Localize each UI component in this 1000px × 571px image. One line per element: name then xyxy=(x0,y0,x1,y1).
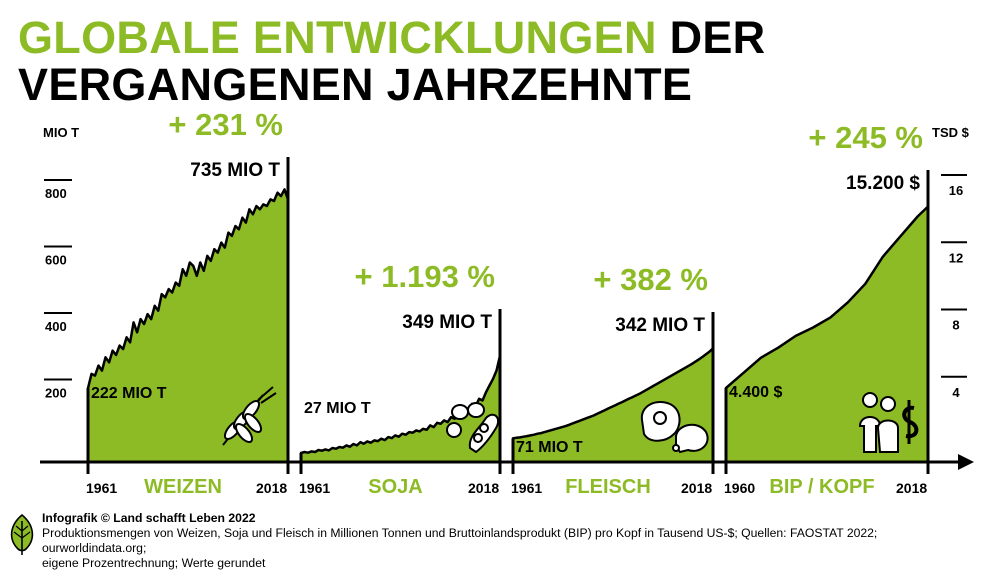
change-label: + 382 % xyxy=(593,262,708,297)
title-line1-rest: DER xyxy=(656,12,766,63)
y-axis-left-unit: MIO T xyxy=(43,125,79,140)
tick-label-start: 1961 xyxy=(511,480,542,496)
y-tick-label-right: 8 xyxy=(952,318,959,333)
change-label: + 231 % xyxy=(168,107,283,142)
start-value-label: 222 MIO T xyxy=(91,385,167,402)
category-label: FLEISCH xyxy=(565,476,651,498)
area-weizen xyxy=(86,188,290,464)
title-line2: VERGANGENEN JAHRZEHNTE xyxy=(18,59,693,110)
soybean-icon xyxy=(446,402,500,454)
tick-label-end: 2018 xyxy=(256,480,287,496)
land-schafft-leben-logo xyxy=(10,513,34,555)
chart-areas xyxy=(86,188,930,464)
title-highlight: GLOBALE ENTWICKLUNGEN xyxy=(18,12,657,63)
end-value-label: 15.200 $ xyxy=(846,173,920,194)
chart-labels: 1961 2018 WEIZEN + 231 % 735 MIO T 222 MIO T 1… xyxy=(43,107,970,498)
end-value-label: 735 MIO T xyxy=(190,160,280,181)
tick-label-start: 1960 xyxy=(724,480,755,496)
end-value-label: 349 MIO T xyxy=(402,312,492,333)
y-tick-label-right: 4 xyxy=(952,385,960,400)
people-dollar-icon xyxy=(858,392,919,453)
tick-label-start: 1961 xyxy=(86,480,117,496)
chart-icons xyxy=(222,386,919,454)
footer-note-line1: Produktionsmengen von Weizen, Soja und F… xyxy=(42,526,878,555)
x-axis-arrow xyxy=(958,454,974,470)
tick-label-end: 2018 xyxy=(468,480,499,496)
area-bipkopf xyxy=(724,205,930,464)
footer-note-line2: eigene Prozentrechnung; Werte gerundet xyxy=(42,556,266,570)
footer: Infografik © Land schafft Leben 2022 Pro… xyxy=(42,511,982,571)
y-tick-label-left: 800 xyxy=(45,186,67,201)
y-tick-label-left: 200 xyxy=(45,386,67,401)
wheat-icon xyxy=(222,386,277,446)
page-title: GLOBALE ENTWICKLUNGEN DER VERGANGENEN JA… xyxy=(18,14,765,108)
category-label: BIP / KOPF xyxy=(769,476,874,498)
change-label: + 245 % xyxy=(808,120,923,155)
y-tick-label-right: 12 xyxy=(949,250,963,265)
y-tick-label-left: 400 xyxy=(45,319,67,334)
tick-label-end: 2018 xyxy=(896,480,927,496)
start-value-label: 27 MIO T xyxy=(304,400,371,417)
y-tick-label-right: 16 xyxy=(949,183,963,198)
change-label: + 1.193 % xyxy=(355,259,495,294)
tick-label-end: 2018 xyxy=(681,480,712,496)
chart-axes xyxy=(40,157,974,474)
category-label: SOJA xyxy=(368,476,422,498)
start-value-label: 4.400 $ xyxy=(729,384,782,401)
footer-credit: Infografik © Land schafft Leben 2022 xyxy=(42,511,256,525)
meat-icon xyxy=(640,401,709,454)
start-value-label: 71 MIO T xyxy=(516,439,583,456)
category-label: WEIZEN xyxy=(144,476,222,498)
chart: 1961 2018 WEIZEN + 231 % 735 MIO T 222 MIO T 1… xyxy=(40,107,974,498)
y-axis-right-unit: TSD $ xyxy=(932,125,970,140)
tick-label-start: 1961 xyxy=(299,480,330,496)
y-tick-label-left: 600 xyxy=(45,253,67,268)
end-value-label: 342 MIO T xyxy=(615,315,705,336)
